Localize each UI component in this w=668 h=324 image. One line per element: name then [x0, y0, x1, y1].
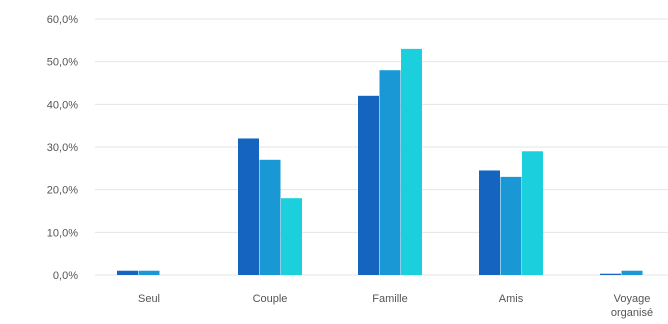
bar-s1-c3: [500, 176, 522, 275]
bar-s2-c3: [522, 151, 543, 275]
bar-s1-c4: [621, 270, 643, 275]
y-tick-label-1: 10,0%: [47, 227, 78, 239]
x-category-label-3: Amis: [499, 293, 524, 305]
x-category-label-2: Famille: [372, 293, 407, 305]
bar-s0-c4: [600, 273, 621, 275]
bar-s0-c3: [479, 170, 500, 275]
bar-s0-c0: [117, 270, 138, 275]
y-tick-label-6: 60,0%: [47, 14, 78, 26]
x-category-label-0: Seul: [138, 293, 160, 305]
y-tick-label-4: 40,0%: [47, 99, 78, 111]
x-axis: Seul Couple Famille Amis Voyage organisé: [138, 293, 653, 319]
x-category-label-1: Couple: [253, 293, 288, 305]
bar-s1-c0: [138, 270, 160, 275]
y-tick-label-2: 20,0%: [47, 185, 78, 197]
y-axis: 0,0% 10,0% 20,0% 30,0% 40,0% 50,0% 60,0%: [47, 14, 78, 282]
bar-s2-c2: [401, 48, 422, 275]
y-tick-label-5: 50,0%: [47, 57, 78, 69]
y-tick-label-3: 30,0%: [47, 142, 78, 154]
bar-s1-c1: [259, 159, 281, 275]
x-category-label-4-line-1: organisé: [611, 307, 653, 319]
bar-s2-c1: [281, 198, 302, 275]
x-category-label-4-line-0: Voyage: [614, 293, 651, 305]
bar-s0-c2: [358, 95, 379, 275]
bar-s1-c2: [379, 70, 401, 275]
bar-s0-c1: [238, 138, 259, 275]
y-tick-label-0: 0,0%: [53, 270, 78, 282]
bars: [117, 48, 643, 275]
